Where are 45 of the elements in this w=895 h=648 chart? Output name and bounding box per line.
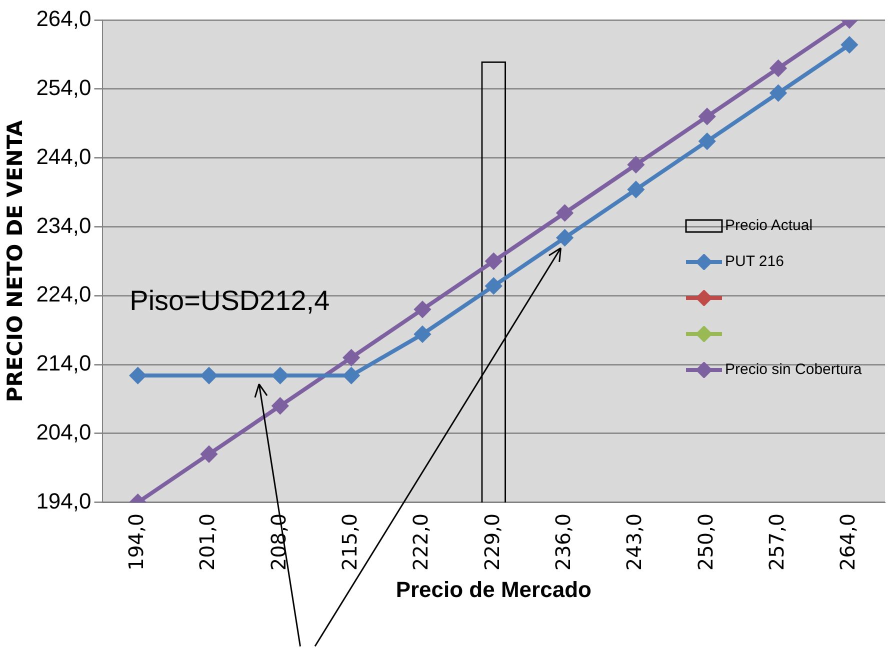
point bbox=[770, 85, 786, 102]
x-axis-title: Precio de Mercado bbox=[396, 576, 592, 602]
x-tick-label: 208,0 bbox=[266, 513, 290, 571]
x-tick-label: 257,0 bbox=[764, 513, 788, 571]
point bbox=[200, 368, 217, 384]
point bbox=[272, 368, 288, 384]
x-tick-label: 201,0 bbox=[195, 513, 220, 571]
y-tick-label: 224,0 bbox=[36, 282, 92, 307]
x-tick-label: 236,0 bbox=[550, 513, 575, 571]
x-tick-label: 250,0 bbox=[693, 513, 718, 571]
y-tick-label: 254,0 bbox=[36, 74, 92, 100]
y-axis-title: PRECIO NETO DE VENTA bbox=[3, 119, 28, 402]
y-tick-label: 244,0 bbox=[36, 144, 92, 169]
y-tick-label: 194,0 bbox=[36, 488, 92, 514]
point bbox=[841, 36, 858, 53]
point bbox=[699, 133, 716, 150]
point bbox=[414, 301, 430, 318]
x-tick-label: 222,0 bbox=[408, 513, 433, 571]
x-tick-label: 264,0 bbox=[836, 513, 860, 571]
x-tick-label: 194,0 bbox=[124, 513, 148, 571]
point bbox=[486, 253, 502, 270]
point bbox=[200, 446, 217, 462]
point bbox=[628, 182, 644, 198]
point bbox=[343, 368, 360, 384]
point bbox=[272, 398, 288, 414]
y-tick-label: 204,0 bbox=[36, 420, 92, 444]
point bbox=[556, 204, 573, 221]
annotation: Piso=USD212,4 bbox=[130, 284, 330, 316]
legend-label: Precio sin Cobertura bbox=[725, 361, 862, 378]
point bbox=[486, 278, 502, 294]
x-tick-label: 243,0 bbox=[622, 513, 646, 571]
point bbox=[770, 60, 786, 76]
point bbox=[628, 156, 644, 173]
x-tick-label: 229,0 bbox=[480, 513, 504, 571]
y-tick-label: 214,0 bbox=[36, 350, 92, 376]
y-tick-label: 264,0 bbox=[36, 6, 92, 32]
legend-label: PUT 216 bbox=[725, 253, 784, 270]
legend-label: Precio Actual bbox=[725, 217, 813, 234]
y-tick-label: 234,0 bbox=[36, 212, 92, 238]
point bbox=[556, 230, 573, 246]
point bbox=[343, 350, 360, 366]
point bbox=[699, 108, 716, 124]
point bbox=[130, 368, 146, 384]
x-tick-label: 215,0 bbox=[338, 513, 362, 571]
point bbox=[414, 326, 430, 342]
